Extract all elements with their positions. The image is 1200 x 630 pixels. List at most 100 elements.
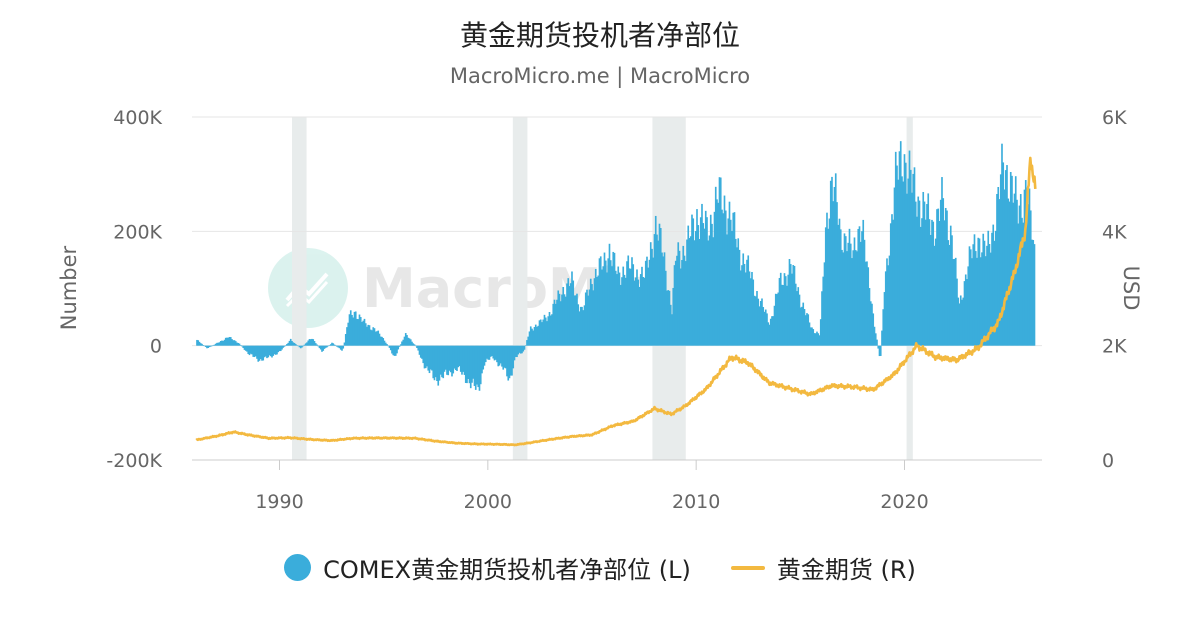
net-position-bar — [951, 235, 953, 346]
net-position-bar — [1008, 201, 1011, 346]
net-position-bar — [437, 345, 440, 386]
net-position-bar — [826, 212, 828, 346]
net-position-bars[interactable] — [196, 141, 1036, 391]
net-position-bar — [777, 292, 780, 346]
net-position-bar — [589, 278, 592, 346]
net-position-bar — [713, 211, 716, 346]
net-position-bar — [1023, 189, 1026, 346]
net-position-bar — [924, 219, 927, 346]
net-position-bar — [1003, 189, 1006, 346]
net-position-bar — [596, 277, 598, 346]
net-position-bar — [613, 252, 616, 346]
net-position-bar — [599, 256, 602, 346]
net-position-bar — [998, 199, 1001, 346]
net-position-bar — [291, 340, 293, 346]
net-position-bar — [557, 290, 560, 346]
net-position-bar — [964, 274, 967, 346]
net-position-bar — [267, 345, 270, 358]
net-position-bar — [459, 345, 462, 372]
net-position-bar — [301, 345, 303, 348]
net-position-bar — [406, 335, 408, 346]
net-position-bar — [259, 345, 262, 360]
net-position-bar — [571, 271, 573, 346]
net-position-bar — [431, 345, 433, 371]
net-position-bar — [938, 220, 941, 346]
net-position-bar — [693, 240, 696, 346]
net-position-bar — [584, 292, 587, 346]
net-position-bar — [586, 289, 588, 346]
net-position-bar — [808, 322, 811, 346]
net-position-bar — [709, 214, 712, 346]
net-position-bar — [591, 284, 593, 346]
net-position-bar — [988, 243, 991, 346]
net-position-bar — [558, 293, 561, 346]
net-position-bar — [728, 201, 731, 346]
net-position-bar — [959, 295, 962, 346]
net-position-bar — [412, 343, 415, 346]
net-position-bar — [403, 336, 406, 346]
net-position-bar — [661, 252, 663, 346]
net-position-bar — [761, 298, 763, 346]
net-position-bar — [748, 271, 751, 346]
net-position-bar — [261, 345, 263, 361]
net-position-bar — [317, 345, 320, 347]
legend-item-bars[interactable]: COMEX黄金期货投机者净部位 (L) — [284, 550, 691, 585]
net-position-bar — [573, 295, 576, 346]
net-position-bar — [1009, 171, 1012, 346]
net-position-bar — [221, 340, 223, 346]
net-position-bar — [407, 337, 410, 346]
net-position-bar — [446, 345, 448, 375]
net-position-bar — [329, 344, 332, 346]
net-position-bar — [567, 278, 570, 346]
net-position-bar — [278, 345, 281, 352]
net-position-bar — [578, 311, 581, 346]
net-position-bar — [879, 345, 882, 356]
net-position-bar — [363, 318, 366, 346]
net-position-bar — [944, 207, 947, 346]
net-position-bar — [392, 345, 395, 356]
net-position-bar — [874, 333, 877, 346]
net-position-bar — [871, 303, 873, 346]
net-position-bar — [383, 340, 386, 346]
net-position-bar — [672, 287, 675, 346]
net-position-bar — [858, 226, 861, 346]
net-position-bar — [631, 257, 633, 346]
net-position-bar — [498, 345, 501, 366]
net-position-bar — [717, 202, 720, 346]
net-position-bar — [658, 223, 661, 346]
legend-item-line[interactable]: 黄金期货 (R) — [730, 550, 916, 585]
net-position-bar — [888, 255, 891, 346]
net-position-bar — [1031, 239, 1033, 346]
gold-price-line-layer[interactable] — [195, 156, 1037, 447]
net-position-bar — [594, 268, 597, 346]
net-position-bar — [416, 345, 418, 349]
net-position-bar — [889, 223, 892, 346]
net-position-bar — [982, 233, 985, 346]
net-position-bar — [753, 295, 756, 346]
net-position-bar — [816, 331, 818, 346]
right-tick-label: 0 — [1102, 450, 1114, 472]
net-position-bar — [522, 345, 525, 352]
net-position-bar — [948, 244, 951, 346]
net-position-bar — [993, 240, 996, 346]
net-position-bar — [953, 258, 956, 346]
net-position-bar — [536, 326, 538, 346]
net-position-bar — [528, 331, 531, 346]
net-position-bar — [494, 345, 497, 360]
net-position-bar — [947, 240, 950, 346]
net-position-bar — [811, 327, 813, 346]
net-position-bar — [904, 162, 907, 346]
net-position-bar — [547, 316, 550, 346]
net-position-bar — [251, 345, 253, 355]
net-position-bar — [738, 249, 741, 346]
chart-subtitle: MacroMicro.me | MacroMicro — [449, 64, 751, 88]
net-position-bar — [792, 265, 795, 346]
net-position-bar — [644, 260, 647, 346]
net-position-bar — [524, 345, 527, 346]
net-position-bar — [773, 305, 776, 346]
net-position-bar — [356, 318, 358, 346]
net-position-bar — [322, 345, 325, 351]
net-position-bar — [799, 307, 802, 346]
net-position-bar — [274, 345, 277, 355]
net-position-bar — [456, 345, 458, 371]
